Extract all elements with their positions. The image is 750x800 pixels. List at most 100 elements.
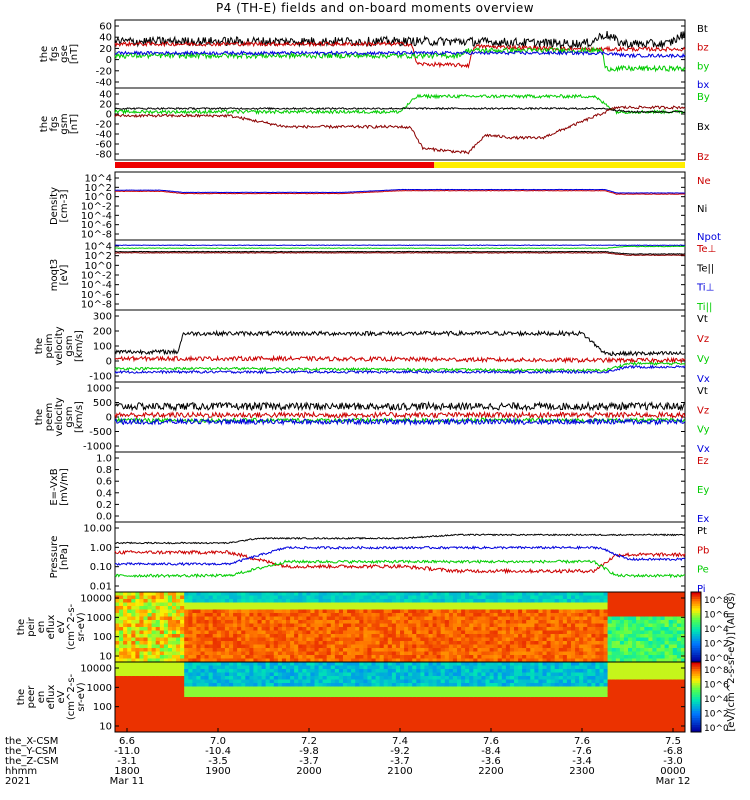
heatmap-cell	[265, 662, 271, 666]
heatmap-cell	[351, 599, 356, 603]
heatmap-cell	[127, 592, 132, 596]
heatmap-cell	[416, 725, 421, 729]
heatmap-cell	[436, 648, 442, 652]
heatmap-cell	[367, 704, 372, 708]
heatmap-cell	[147, 616, 153, 621]
heatmap-cell	[253, 651, 258, 656]
heatmap-cell	[192, 627, 197, 631]
heatmap-cell	[204, 630, 210, 635]
heatmap-cell	[334, 648, 340, 652]
heatmap-cell	[131, 602, 136, 607]
heatmap-cell	[172, 686, 177, 691]
heatmap-cell	[200, 595, 205, 600]
heatmap-cell	[310, 697, 315, 701]
heatmap-cell	[668, 641, 674, 645]
legend-vi-entry: Vx	[697, 374, 710, 385]
heatmap-cell	[167, 599, 173, 603]
heatmap-cell	[489, 641, 495, 645]
heatmap-cell	[253, 602, 258, 607]
heatmap-cell	[176, 609, 181, 614]
heatmap-cell	[338, 683, 344, 687]
heatmap-cell	[286, 662, 291, 666]
heatmap-cell	[469, 725, 474, 729]
heatmap-cell	[192, 606, 197, 610]
heatmap-cell	[123, 728, 128, 733]
heatmap-cell	[249, 686, 254, 691]
heatmap-cell	[514, 690, 519, 694]
heatmap-cell	[432, 592, 438, 596]
heatmap-cell	[351, 714, 356, 719]
heatmap-cell	[281, 672, 287, 677]
heatmap-cell	[233, 693, 238, 698]
heatmap-cell	[229, 718, 234, 722]
heatmap-cell	[400, 648, 405, 652]
heatmap-cell	[652, 623, 657, 628]
heatmap-cell	[172, 637, 177, 642]
heatmap-cell	[668, 599, 674, 603]
heatmap-cell	[192, 711, 197, 715]
heatmap-cell	[343, 718, 348, 722]
heatmap-cell	[265, 683, 271, 687]
heatmap-cell	[220, 602, 226, 607]
heatmap-cell	[351, 655, 356, 659]
heatmap-cell	[395, 676, 401, 680]
heatmap-cell	[514, 658, 519, 663]
heatmap-cell	[359, 693, 364, 698]
heatmap-cell	[489, 725, 495, 729]
heatmap-cell	[200, 679, 205, 684]
heatmap-cell	[163, 711, 169, 715]
heatmap-cell	[550, 609, 556, 614]
heatmap-cell	[595, 637, 600, 642]
heatmap-cell	[163, 700, 169, 705]
heatmap-cell	[505, 669, 511, 673]
heatmap-cell	[448, 655, 454, 659]
heatmap-cell	[338, 620, 344, 624]
heatmap-cell	[465, 634, 470, 638]
heatmap-cell	[640, 620, 645, 624]
heatmap-cell	[294, 592, 299, 596]
heatmap-cell	[542, 655, 547, 659]
heatmap-cell	[371, 690, 376, 694]
heatmap-cell	[375, 637, 381, 642]
heatmap-cell	[404, 599, 409, 603]
heatmap-cell	[249, 679, 254, 684]
heatmap-cell	[428, 634, 433, 638]
heatmap-cell	[534, 592, 539, 596]
heatmap-cell	[172, 711, 177, 715]
heatmap-cell	[119, 637, 124, 642]
heatmap-cell	[135, 728, 140, 733]
heatmap-cell	[192, 613, 197, 617]
heatmap-cell	[530, 630, 535, 635]
heatmap-cell	[383, 693, 389, 698]
heatmap-cell	[200, 704, 205, 708]
heatmap-cell	[363, 711, 368, 715]
heatmap-cell	[204, 627, 210, 631]
legend-pressure-entry: Pe	[697, 565, 709, 576]
heatmap-cell	[208, 634, 214, 638]
heatmap-cell	[542, 595, 547, 600]
heatmap-cell	[477, 606, 482, 610]
heatmap-cell	[192, 644, 197, 649]
heatmap-cell	[351, 718, 356, 722]
heatmap-cell	[469, 728, 474, 733]
heatmap-cell	[632, 620, 637, 624]
heatmap-cell	[172, 665, 177, 670]
heatmap-cell	[400, 658, 405, 663]
heatmap-cell	[343, 679, 348, 684]
heatmap-cell	[233, 721, 238, 726]
heatmap-cell	[261, 665, 267, 670]
heatmap-cell	[676, 634, 682, 638]
heatmap-cell	[615, 658, 621, 663]
heatmap-cell	[595, 655, 600, 659]
heatmap-cell	[599, 637, 604, 642]
heatmap-cell	[188, 693, 193, 698]
heatmap-cell	[326, 613, 332, 617]
heatmap-cell	[538, 627, 543, 631]
heatmap-cell	[176, 655, 181, 659]
heatmap-cell	[200, 630, 205, 635]
heatmap-cell	[359, 676, 364, 680]
heatmap-cell	[420, 707, 425, 712]
heatmap-cell	[383, 602, 389, 607]
heatmap-cell	[420, 655, 425, 659]
heatmap-cell	[391, 721, 397, 726]
